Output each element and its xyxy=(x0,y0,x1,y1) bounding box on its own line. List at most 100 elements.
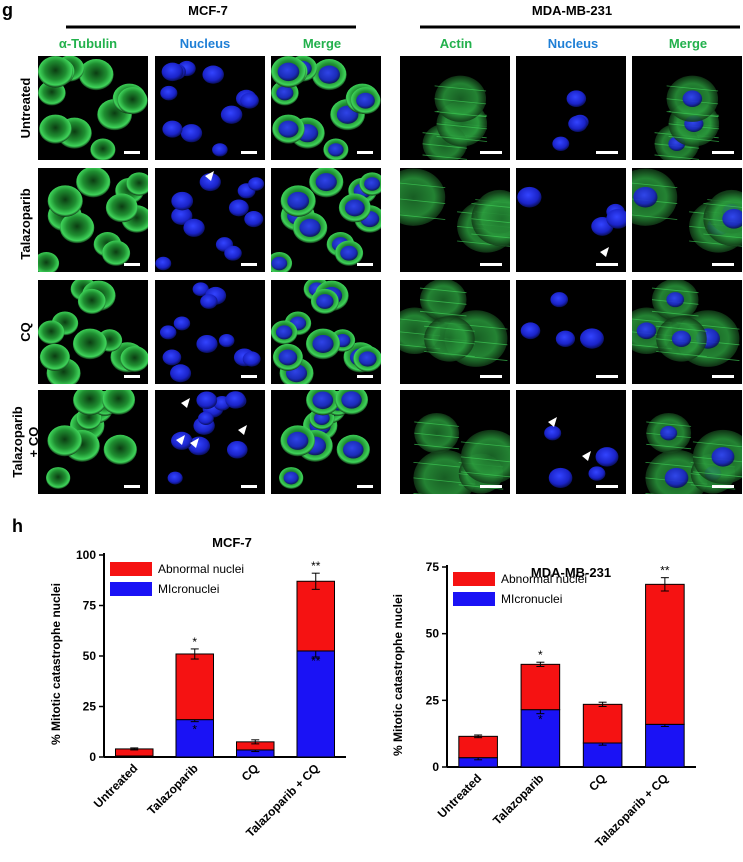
arrowhead-marker xyxy=(582,451,591,461)
channel-label-merge-mda: Merge xyxy=(669,36,707,51)
micrograph-tile xyxy=(400,56,510,160)
significance-mark: ** xyxy=(660,564,670,578)
micrograph-tile xyxy=(632,390,742,494)
scale-bar xyxy=(712,151,734,154)
y-tick-label: 50 xyxy=(426,627,440,641)
scale-bar xyxy=(357,375,373,378)
scale-bar xyxy=(596,151,618,154)
x-tick-label: Untreated xyxy=(91,761,141,811)
x-tick-label: CQ xyxy=(239,761,262,784)
legend-swatch xyxy=(110,582,152,596)
scale-bar xyxy=(357,263,373,266)
scale-bar xyxy=(241,485,257,488)
scale-bar xyxy=(712,485,734,488)
scale-bar xyxy=(357,485,373,488)
micrograph-tile xyxy=(400,168,510,272)
arrowhead-marker xyxy=(176,435,185,445)
row-label-talazoparib: Talazoparib xyxy=(18,188,33,259)
scale-bar xyxy=(124,375,140,378)
bar-segment xyxy=(520,709,561,768)
x-tick-label: Talazoparib xyxy=(144,761,200,817)
micrograph-tile xyxy=(155,168,265,272)
legend-label: Abnormal nuclei xyxy=(158,562,244,576)
legend-swatch xyxy=(453,592,495,606)
micrograph-tile xyxy=(38,390,148,494)
legend-swatch xyxy=(453,572,495,586)
micrograph-tile xyxy=(155,280,265,384)
y-tick-label: 25 xyxy=(426,693,440,707)
legend-label: MIcronuclei xyxy=(501,592,562,606)
chart-mda: MDA-MB-231 % Mitotic catastrophe nuclei 0 2… xyxy=(391,560,696,850)
micrograph-tile xyxy=(38,280,148,384)
arrowhead-marker xyxy=(548,417,557,427)
micrograph-tile xyxy=(516,56,626,160)
scale-bar xyxy=(124,263,140,266)
row-label-talazoparib-cq: Talazoparib+ CQ xyxy=(10,406,41,477)
scale-bar xyxy=(241,151,257,154)
y-tick-label: 50 xyxy=(83,649,97,663)
bar-segment xyxy=(645,583,685,725)
micrograph-tile xyxy=(271,168,381,272)
channel-label-merge-mcf7: Merge xyxy=(303,36,341,51)
arrowhead-marker xyxy=(190,438,199,448)
micrograph-tile xyxy=(271,390,381,494)
scale-bar xyxy=(596,375,618,378)
bar-segment xyxy=(296,650,336,758)
y-axis-label: % Mitotic catastrophe nuclei xyxy=(391,594,405,756)
micrograph-tile xyxy=(632,168,742,272)
legend-swatch xyxy=(110,562,152,576)
micrograph-tile xyxy=(271,56,381,160)
y-tick-label: 75 xyxy=(426,560,440,574)
micrograph-tile xyxy=(632,280,742,384)
x-tick-label: CQ xyxy=(586,771,609,794)
x-tick-label: Untreated xyxy=(435,771,485,821)
significance-mark: * xyxy=(538,648,543,662)
scale-bar xyxy=(480,375,502,378)
row-label-cq: CQ xyxy=(18,322,33,342)
significance-mark: * xyxy=(192,635,197,649)
scale-bar xyxy=(480,263,502,266)
bar-segment xyxy=(582,742,623,768)
legend-label: MIcronuclei xyxy=(158,582,219,596)
scale-bar xyxy=(480,485,502,488)
y-axis-label: % Mitotic catastrophe nuclei xyxy=(49,583,63,745)
scale-bar xyxy=(712,263,734,266)
micrograph-tile xyxy=(38,168,148,272)
legend-label: Abnormal nuclei xyxy=(501,572,587,586)
arrowhead-marker xyxy=(181,398,190,408)
cell-line-title-mcf7: MCF-7 xyxy=(188,3,228,18)
significance-mark: ** xyxy=(311,654,321,668)
scale-bar xyxy=(241,375,257,378)
panel-letter-g: g xyxy=(2,0,13,20)
scale-bar xyxy=(596,263,618,266)
x-tick-label: Talazoparib xyxy=(490,771,546,827)
scale-bar xyxy=(241,263,257,266)
y-tick-label: 75 xyxy=(83,599,97,613)
chart-title: MCF-7 xyxy=(212,535,252,550)
bar-segment xyxy=(645,723,685,768)
significance-mark: * xyxy=(538,713,543,727)
micrograph-tile xyxy=(271,280,381,384)
y-tick-label: 0 xyxy=(432,760,439,774)
channel-label-nucleus-mcf7: Nucleus xyxy=(180,36,231,51)
y-tick-label: 100 xyxy=(76,548,96,562)
scale-bar xyxy=(480,151,502,154)
arrowhead-marker xyxy=(205,171,214,181)
micrograph-tile xyxy=(516,280,626,384)
row-label-untreated: Untreated xyxy=(18,78,33,139)
micrograph-tile xyxy=(632,56,742,160)
bar-segment xyxy=(520,663,561,711)
scale-bar xyxy=(357,151,373,154)
micrograph-tile xyxy=(516,390,626,494)
channel-label-nucleus-mda: Nucleus xyxy=(548,36,599,51)
scale-bar xyxy=(712,375,734,378)
chart-title: MDA-MB-231 xyxy=(531,565,611,580)
micrograph-tile xyxy=(516,168,626,272)
scale-bar xyxy=(124,151,140,154)
micrograph-tile xyxy=(155,390,265,494)
y-tick-label: 25 xyxy=(83,700,97,714)
bar-segment xyxy=(296,580,336,652)
bar-segment xyxy=(458,735,498,759)
bar-segment xyxy=(175,719,215,758)
